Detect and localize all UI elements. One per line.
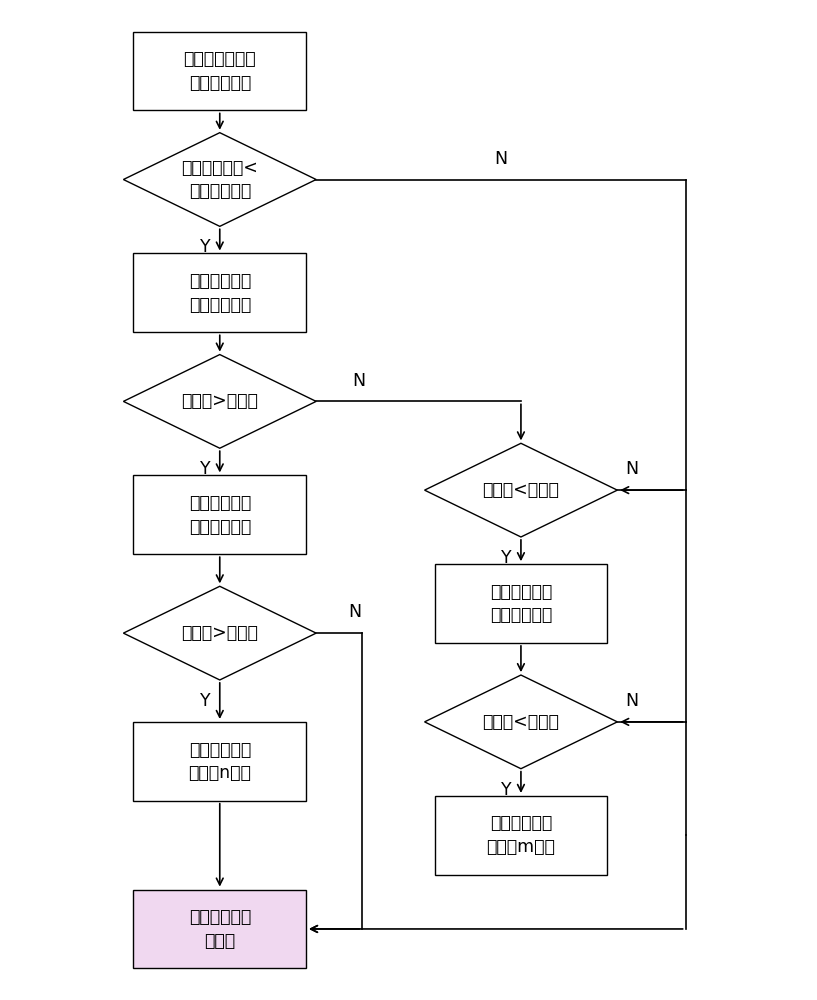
Text: 吸热量>放热量: 吸热量>放热量 [181, 624, 258, 642]
Polygon shape [123, 355, 316, 448]
Text: Y: Y [200, 692, 211, 710]
Text: 开启所述流量
阀到第m流量: 开启所述流量 阀到第m流量 [486, 814, 556, 856]
Text: 吸热量>放热量: 吸热量>放热量 [181, 392, 258, 410]
Text: N: N [494, 150, 507, 168]
Text: 获取空调工作的
室外环境温度: 获取空调工作的 室外环境温度 [184, 50, 256, 92]
Polygon shape [123, 133, 316, 226]
Text: N: N [625, 460, 638, 478]
FancyBboxPatch shape [133, 475, 306, 554]
Text: 吸热量<放热量: 吸热量<放热量 [483, 481, 560, 499]
Text: Y: Y [200, 238, 211, 256]
Polygon shape [123, 586, 316, 680]
Text: Y: Y [200, 460, 211, 478]
Polygon shape [425, 675, 618, 769]
FancyBboxPatch shape [435, 796, 607, 875]
FancyBboxPatch shape [435, 564, 607, 643]
Text: 开启所述流量
阀到第n流量: 开启所述流量 阀到第n流量 [189, 741, 251, 782]
Text: 开启所述流量
阀到第二流量: 开启所述流量 阀到第二流量 [189, 494, 251, 536]
Text: N: N [348, 603, 361, 621]
Polygon shape [425, 443, 618, 537]
Text: 保持流量阀流
量不变: 保持流量阀流 量不变 [189, 908, 251, 950]
FancyBboxPatch shape [133, 722, 306, 801]
Text: N: N [352, 372, 365, 390]
FancyBboxPatch shape [133, 890, 306, 968]
Text: 开启所述流量
阀到第三流量: 开启所述流量 阀到第三流量 [490, 583, 552, 624]
Text: 室外环境温度<
室外预设温度: 室外环境温度< 室外预设温度 [181, 159, 258, 200]
Text: 开启所述流量
阀到第一流量: 开启所述流量 阀到第一流量 [189, 272, 251, 314]
Text: Y: Y [501, 549, 511, 567]
Text: Y: Y [501, 781, 511, 799]
Text: N: N [625, 692, 638, 710]
FancyBboxPatch shape [133, 32, 306, 110]
FancyBboxPatch shape [133, 253, 306, 332]
Text: 吸热量<放热量: 吸热量<放热量 [483, 713, 560, 731]
